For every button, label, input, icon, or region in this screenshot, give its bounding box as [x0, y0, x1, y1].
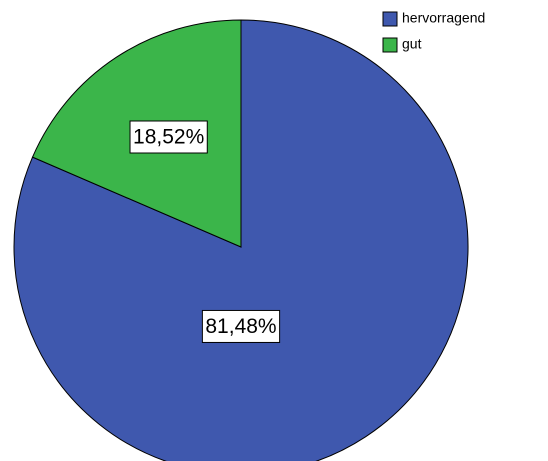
pie-slice [13, 19, 469, 461]
label-box [201, 309, 281, 343]
legend-label: gut [402, 36, 422, 52]
legend-label: hervorragend [402, 10, 485, 26]
legend-swatch [382, 37, 398, 53]
label-box [129, 120, 208, 154]
data-label: 18,52% [129, 120, 208, 154]
legend-swatch [382, 11, 398, 27]
data-label: 81,48% [201, 309, 281, 343]
value-label: 18,52% [133, 126, 204, 149]
value-label: 81,48% [205, 315, 276, 338]
